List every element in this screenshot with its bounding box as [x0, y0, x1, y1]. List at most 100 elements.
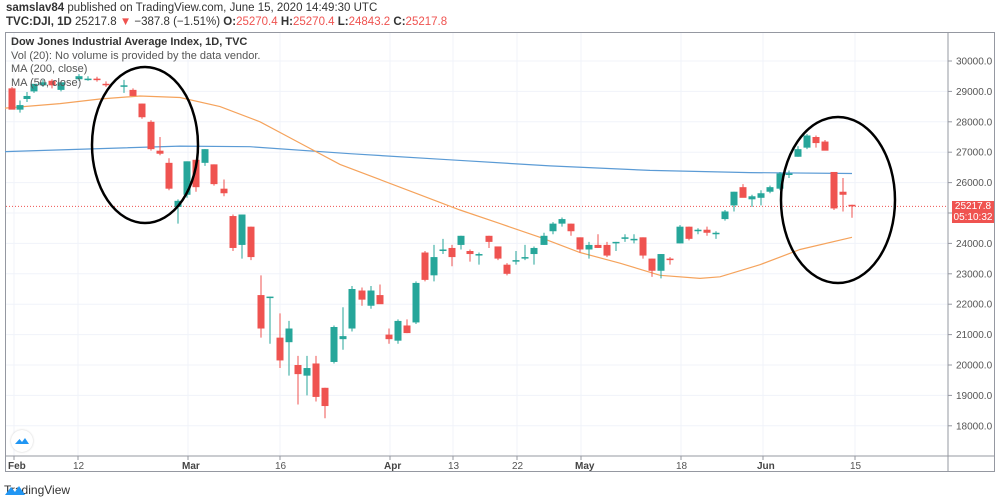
legend-title[interactable]: Dow Jones Industrial Average Index, 1D, … [11, 36, 248, 48]
open-label: O: [223, 16, 237, 28]
open-value: 25270.4 [236, 16, 278, 28]
legend-ma50[interactable]: MA (50, close) [11, 76, 82, 89]
candle [549, 222, 557, 235]
footer-brand: TradingView [4, 483, 70, 497]
candle [147, 120, 155, 151]
legend-volume[interactable]: Vol (20): No volume is provided by the d… [11, 49, 261, 62]
candle [694, 228, 702, 235]
candle [257, 275, 265, 338]
candle [84, 76, 92, 81]
candle [385, 328, 393, 344]
price-change: −387.8 (−1.51%) [134, 16, 221, 28]
candle [621, 234, 629, 242]
y-tick-label: 18000.0 [956, 421, 993, 432]
candle [57, 82, 65, 92]
author-name[interactable]: samslav84 [6, 2, 65, 14]
low-value: 24843.2 [348, 16, 391, 28]
candle [794, 146, 802, 157]
candle [712, 231, 720, 239]
x-tick-label: Jun [757, 461, 775, 472]
grid-lines [6, 33, 948, 456]
candle [830, 171, 838, 210]
candle [558, 217, 566, 227]
candle [676, 225, 684, 244]
candle [485, 235, 493, 248]
candle [156, 137, 164, 156]
x-tick-label: May [575, 461, 595, 472]
x-tick-label: 18 [676, 461, 688, 472]
candle [321, 387, 329, 419]
candle [821, 140, 829, 151]
candle [39, 79, 47, 87]
candle [165, 158, 173, 191]
candle [23, 92, 31, 103]
candle [312, 355, 320, 402]
symbol-info-bar: TVC:DJI, 1D 25217.8 ▼ −387.8 (−1.51%) O:… [6, 16, 447, 28]
y-tick-label: 26000.0 [956, 178, 993, 189]
candle [8, 86, 16, 110]
close-value: 25217.8 [405, 16, 448, 28]
y-tick-label: 19000.0 [956, 391, 993, 402]
candle [803, 133, 811, 150]
candle [603, 241, 611, 258]
candle [567, 223, 575, 236]
candle [129, 88, 137, 96]
candle [839, 178, 847, 212]
chart-legend: Dow Jones Industrial Average Index, 1D, … [11, 36, 260, 90]
candle [512, 251, 520, 265]
candle [503, 263, 511, 276]
candle [648, 258, 656, 277]
candle [403, 319, 411, 334]
y-tick-label: 20000.0 [956, 361, 993, 372]
ma-line [4, 95, 853, 280]
publish-info: samslav84 published on TradingView.com, … [6, 2, 377, 14]
high-label: H: [280, 16, 293, 28]
candle [730, 191, 738, 212]
candle [421, 251, 429, 282]
candle [201, 149, 209, 166]
candle [439, 238, 447, 255]
candle [785, 170, 793, 179]
candle [285, 320, 293, 376]
candle [521, 244, 529, 261]
candle [748, 194, 756, 207]
candle [540, 232, 548, 245]
candle [776, 171, 784, 191]
tradingview-logo-icon [15, 438, 29, 444]
moving-average-lines [4, 95, 853, 280]
candle [220, 179, 228, 197]
y-tick-label: 29000.0 [956, 87, 993, 98]
price-tag-countdown: 05:10:32 [953, 212, 993, 224]
candle [585, 241, 593, 259]
down-arrow-icon: ▼ [119, 16, 132, 28]
candle [303, 355, 311, 396]
y-tick-label: 27000.0 [956, 148, 993, 159]
candle [229, 214, 237, 251]
candle [685, 226, 693, 241]
legend-ma200[interactable]: MA (200, close) [11, 63, 88, 75]
time-axis: Feb 12 Mar 16 Apr 13 22 May 18 Jun 15 [6, 455, 995, 472]
last-price-tag: 25217.8 05:10:32 [952, 201, 994, 224]
candle [394, 319, 402, 344]
candle [339, 307, 347, 350]
y-tick-label: 30000.0 [956, 57, 993, 68]
candle [367, 285, 375, 309]
candle [93, 76, 101, 82]
candle [294, 355, 302, 405]
candle [358, 287, 366, 306]
symbol-label: TVC:DJI, 1D [6, 16, 72, 28]
candle [266, 296, 274, 344]
candle [848, 204, 856, 218]
x-tick-label: 15 [850, 461, 862, 472]
candle [639, 237, 647, 259]
y-tick-label: 22000.0 [956, 300, 993, 311]
high-value: 25270.4 [292, 16, 335, 28]
ma-line [4, 145, 853, 175]
tradingview-badge[interactable] [11, 430, 33, 452]
x-tick-label: Apr [384, 461, 401, 472]
tradingview-logo-icon [5, 486, 25, 495]
candle [475, 252, 483, 265]
publish-text: published on TradingView.com, June 15, 2… [67, 2, 378, 14]
candle [594, 234, 602, 248]
